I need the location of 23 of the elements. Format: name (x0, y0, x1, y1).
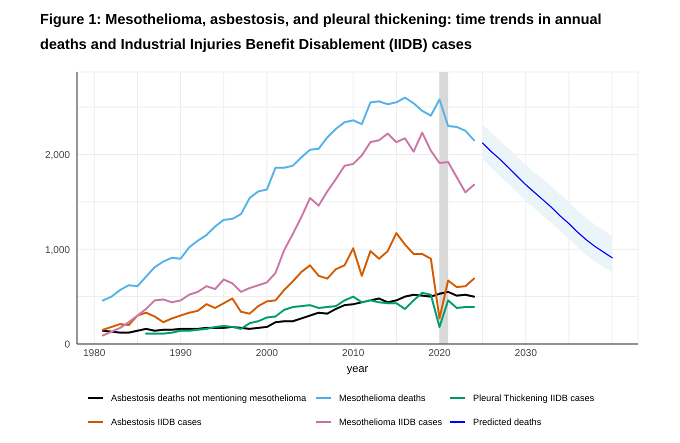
line-series (102, 232, 476, 331)
line-series (102, 132, 476, 336)
line-series (482, 142, 613, 258)
legend-label: Mesothelioma IIDB cases (339, 417, 442, 427)
x-tick-label: 2010 (342, 348, 365, 360)
legend-label: Asbestosis deaths not mentioning mesothelioma (111, 393, 306, 403)
y-tick-label: 2,000 (44, 150, 70, 162)
x-tick-label: 1990 (169, 348, 192, 360)
y-tick-label: 0 (64, 340, 70, 351)
x-tick-label: 2000 (256, 348, 278, 360)
x-axis-title: year (346, 363, 369, 375)
line-series (102, 290, 476, 334)
y-tick-label: 1,000 (44, 244, 70, 256)
line-series (102, 96, 476, 302)
x-tick-label: 1980 (83, 348, 106, 360)
legend-label: Pleural Thickening IIDB cases (473, 393, 594, 403)
x-tick-label: 2030 (514, 348, 538, 360)
legend-label: Asbestosis IIDB cases (111, 417, 202, 427)
x-tick-label: 2020 (428, 348, 452, 360)
line-series (145, 292, 476, 335)
legend-label: Mesothelioma deaths (339, 393, 426, 403)
legend-label: Predicted deaths (473, 417, 542, 427)
chart-title: Figure 1: Mesothelioma, asbestosis, and pleural thickening: time trends in annual deaths and Industrial Injuries Benefit Disablement (IIDB) cases (40, 11, 603, 55)
